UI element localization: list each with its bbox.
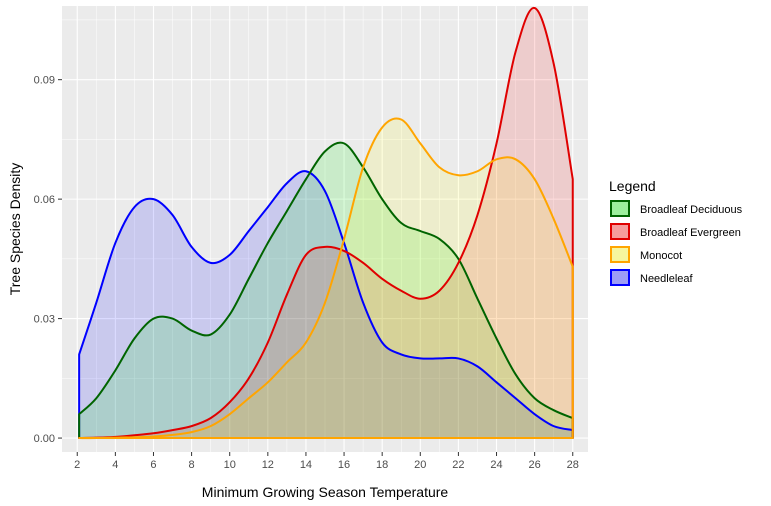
y-axis: 0.00 0.03 0.06 0.09 bbox=[34, 75, 62, 445]
density-area-broadleaf-deciduous bbox=[79, 142, 573, 439]
legend-key-bg-broadleaf-deciduous bbox=[610, 200, 630, 217]
x-tick-label: 8 bbox=[189, 459, 195, 471]
density-lines bbox=[78, 6, 574, 440]
legend-label-broadleaf-evergreen: Broadleaf Evergreen bbox=[640, 227, 741, 239]
y-tick-label: 0.00 bbox=[34, 433, 55, 445]
legend-key-bg-needleleaf bbox=[610, 269, 630, 286]
density-line-needleleaf bbox=[78, 170, 574, 440]
legend-label-monocot: Monocot bbox=[640, 250, 682, 262]
legend: Legend Broadleaf Deciduous Broadleaf Ever… bbox=[609, 178, 743, 286]
y-tick-label: 0.09 bbox=[34, 75, 55, 87]
x-tick-label: 4 bbox=[112, 459, 118, 471]
y-axis-title: Tree Species Density bbox=[7, 163, 23, 296]
x-axis-title: Minimum Growing Season Temperature bbox=[202, 484, 449, 500]
legend-key-broadleaf-evergreen bbox=[610, 223, 630, 240]
x-tick-label: 2 bbox=[74, 459, 80, 471]
x-tick-label: 18 bbox=[376, 459, 388, 471]
legend-title: Legend bbox=[609, 178, 656, 194]
legend-key-bg-monocot bbox=[610, 246, 630, 263]
x-tick-label: 24 bbox=[490, 459, 502, 471]
density-line-broadleaf-evergreen bbox=[78, 6, 574, 440]
legend-label-needleleaf: Needleleaf bbox=[640, 273, 694, 285]
density-line-broadleaf-deciduous bbox=[78, 141, 574, 440]
legend-key-monocot bbox=[610, 246, 630, 263]
x-tick-label: 20 bbox=[414, 459, 426, 471]
x-tick-label: 6 bbox=[150, 459, 156, 471]
density-line-monocot bbox=[78, 117, 574, 440]
legend-key-bg-broadleaf-evergreen bbox=[610, 223, 630, 240]
y-tick-label: 0.03 bbox=[34, 314, 55, 326]
y-tick-label: 0.06 bbox=[34, 194, 55, 206]
x-tick-label: 22 bbox=[452, 459, 464, 471]
x-tick-label: 12 bbox=[262, 459, 274, 471]
x-tick-label: 26 bbox=[529, 459, 541, 471]
legend-label-broadleaf-deciduous: Broadleaf Deciduous bbox=[640, 204, 743, 216]
grid-lines bbox=[62, 6, 588, 452]
legend-key-needleleaf bbox=[610, 269, 630, 286]
legend-key-broadleaf-deciduous bbox=[610, 200, 630, 217]
x-tick-label: 28 bbox=[567, 459, 579, 471]
density-area-needleleaf bbox=[79, 171, 573, 439]
x-tick-label: 14 bbox=[300, 459, 312, 471]
x-tick-label: 10 bbox=[224, 459, 236, 471]
density-area-broadleaf-evergreen bbox=[79, 7, 573, 439]
x-tick-label: 16 bbox=[338, 459, 350, 471]
x-axis: 2 4 6 8 10 12 14 16 18 20 22 24 26 28 bbox=[74, 452, 579, 471]
